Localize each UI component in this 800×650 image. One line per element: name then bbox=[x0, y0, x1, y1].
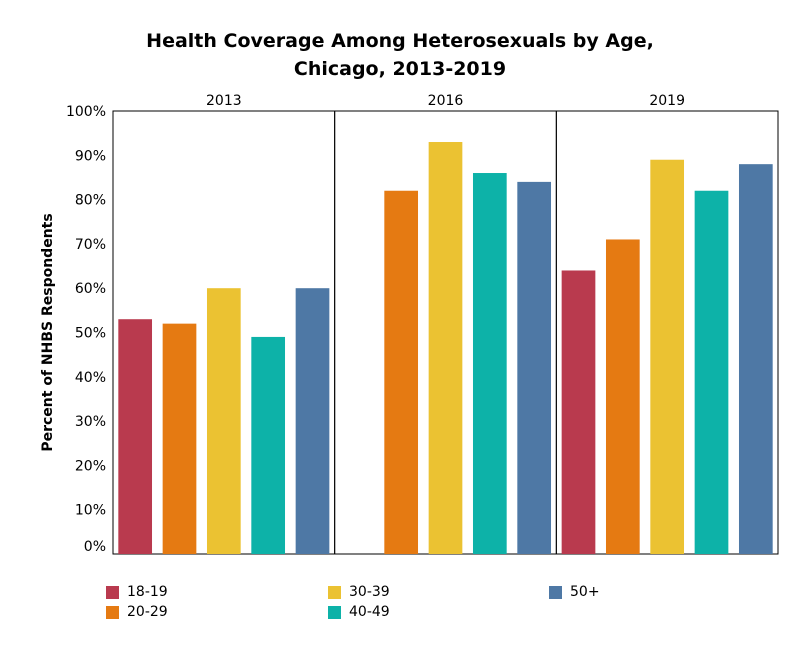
panel-header-2019: 2019 bbox=[649, 93, 685, 109]
legend-swatch-50-plus bbox=[549, 585, 562, 599]
legend-label-50-plus: 50+ bbox=[570, 584, 600, 600]
bar-2016-50-plus bbox=[517, 181, 552, 554]
chart-title-line-1: Health Coverage Among Heterosexuals by A… bbox=[146, 30, 654, 52]
y-tick-label-70pct: 70% bbox=[75, 237, 106, 253]
legend-item-18-19: 18-19 bbox=[106, 584, 168, 600]
y-tick-label-0pct: 0% bbox=[84, 539, 106, 555]
y-tick-label-10pct: 10% bbox=[75, 503, 106, 519]
bar-2013-40-49 bbox=[251, 336, 286, 554]
y-tick-label-90pct: 90% bbox=[75, 148, 106, 164]
panel-header-2016: 2016 bbox=[428, 93, 464, 109]
bar-2013-18-19 bbox=[118, 319, 153, 554]
y-tick-label-50pct: 50% bbox=[75, 326, 106, 342]
legend-swatch-20-29 bbox=[106, 605, 119, 619]
y-tick-label-40pct: 40% bbox=[75, 370, 106, 386]
y-axis-label: Percent of NHBS Respondents bbox=[40, 213, 56, 451]
bar-2016-30-39 bbox=[428, 142, 463, 554]
y-tick-label-20pct: 20% bbox=[75, 458, 106, 474]
bar-2019-18-19 bbox=[561, 270, 596, 554]
legend-item-50-plus: 50+ bbox=[549, 584, 600, 600]
y-tick-label-80pct: 80% bbox=[75, 193, 106, 209]
panel-header-2013: 2013 bbox=[206, 93, 242, 109]
y-tick-label-30pct: 30% bbox=[75, 414, 106, 430]
bar-2013-50-plus bbox=[295, 288, 330, 554]
bar-2019-30-39 bbox=[650, 159, 685, 555]
legend-swatch-30-39 bbox=[328, 585, 341, 599]
bar-2019-40-49 bbox=[694, 190, 729, 555]
legend-label-18-19: 18-19 bbox=[127, 584, 168, 600]
bar-2016-40-49 bbox=[472, 173, 507, 554]
y-tick-label-60pct: 60% bbox=[75, 281, 106, 297]
legend-label-30-39: 30-39 bbox=[349, 584, 390, 600]
legend-label-40-49: 40-49 bbox=[349, 604, 390, 620]
bar-2019-20-29 bbox=[605, 239, 640, 554]
legend-item-20-29: 20-29 bbox=[106, 604, 168, 620]
bar-2013-30-39 bbox=[206, 288, 241, 554]
legend-swatch-40-49 bbox=[328, 605, 341, 619]
legend-swatch-18-19 bbox=[106, 585, 119, 599]
y-tick-label-100pct: 100% bbox=[66, 104, 106, 120]
legend-item-40-49: 40-49 bbox=[328, 604, 390, 620]
bar-2016-20-29 bbox=[384, 190, 419, 555]
legend-item-30-39: 30-39 bbox=[328, 584, 390, 600]
bar-2019-50-plus bbox=[738, 164, 773, 554]
bar-2013-20-29 bbox=[162, 323, 197, 554]
legend-label-20-29: 20-29 bbox=[127, 604, 168, 620]
chart-title-line-2: Chicago, 2013-2019 bbox=[293, 58, 507, 80]
